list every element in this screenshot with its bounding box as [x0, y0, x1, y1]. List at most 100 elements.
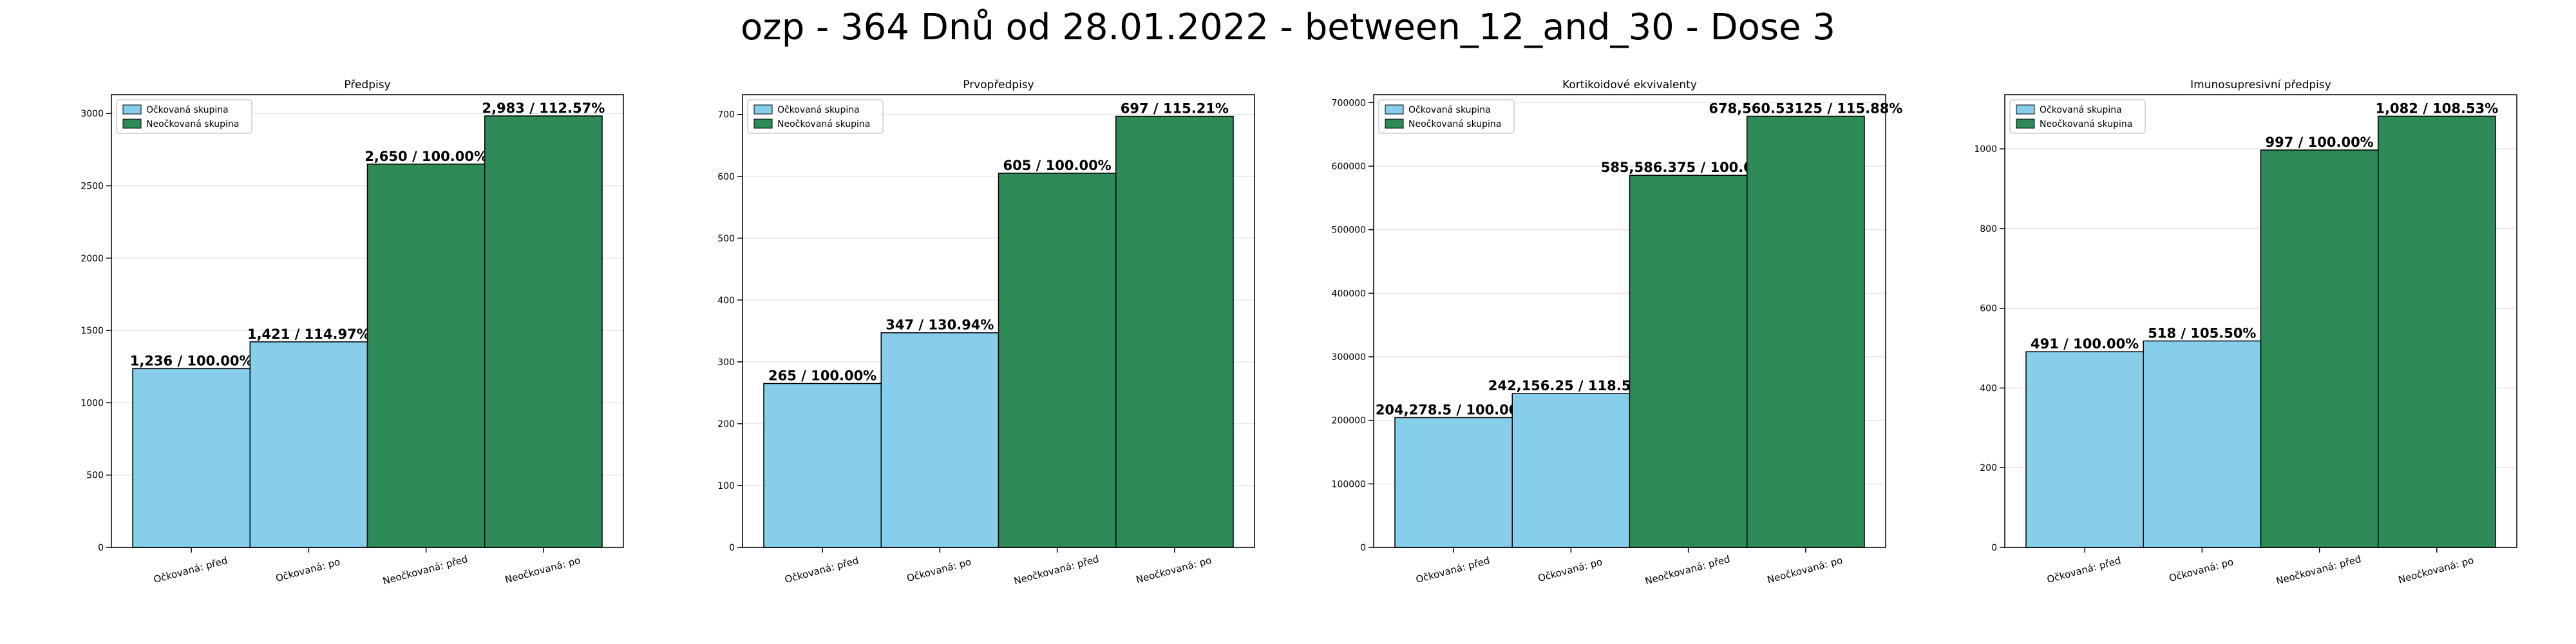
y-tick-label: 500: [86, 471, 104, 481]
y-tick-label: 400: [717, 296, 735, 306]
bar-vaccinated: [880, 332, 999, 548]
legend-swatch-unvaccinated: [122, 118, 142, 129]
legend: Očkovaná skupina Neočkovaná skupina: [2009, 99, 2146, 134]
x-tick-label: Neočkovaná: před: [381, 553, 469, 587]
bar-unvaccinated: [998, 173, 1117, 548]
y-tick-label: 500000: [1332, 225, 1366, 236]
plot-frame: [1373, 94, 1886, 548]
legend-box: [2009, 99, 2146, 134]
y-tick-label: 200000: [1332, 416, 1366, 426]
y-tick-label: 800: [1980, 224, 1997, 234]
bar-value-label: 1,236 / 100.00%: [130, 353, 253, 368]
bar-value-label: 678,560.53125 / 115.88%: [1709, 100, 1902, 116]
legend-label-unvaccinated: Neočkovaná skupina: [146, 119, 239, 129]
y-tick-label: 200: [717, 419, 735, 430]
bar-vaccinated: [1511, 393, 1631, 548]
x-tick-label: Neočkovaná: před: [2275, 553, 2362, 587]
y-tick-label: 3000: [80, 109, 104, 119]
x-tick-label: Očkovaná: po: [2168, 556, 2235, 584]
legend-label-vaccinated: Očkovaná skupina: [777, 105, 860, 115]
y-tick-label: 0: [1360, 543, 1366, 553]
chart-title: Prvopředpisy: [963, 79, 1034, 91]
bar-unvaccinated: [366, 164, 486, 548]
legend-label-vaccinated: Očkovaná skupina: [146, 105, 229, 115]
y-tick-label: 300: [717, 357, 735, 368]
legend-label-vaccinated: Očkovaná skupina: [2040, 105, 2122, 115]
y-tick-label: 400000: [1332, 289, 1366, 299]
legend: Očkovaná skupina Neočkovaná skupina: [747, 99, 884, 134]
legend-swatch-vaccinated: [122, 104, 142, 115]
y-tick-label: 0: [1991, 543, 1997, 553]
bar-value-label: 997 / 100.00%: [2266, 135, 2374, 150]
y-tick-label: 500: [717, 234, 735, 244]
x-tick-label: Neočkovaná: po: [2397, 554, 2475, 586]
y-tick-label: 0: [729, 543, 735, 553]
bar-vaccinated: [763, 383, 882, 548]
bar-unvaccinated: [1747, 115, 1865, 548]
bar-value-label: 2,650 / 100.00%: [365, 149, 488, 164]
y-tick-label: 700000: [1332, 98, 1366, 108]
legend-swatch-unvaccinated: [1385, 118, 1404, 129]
x-tick-label: Neočkovaná: po: [1135, 554, 1213, 586]
bar-vaccinated: [132, 368, 251, 548]
y-tick-label: 600000: [1332, 162, 1366, 172]
bar-value-label: 204,278.5 / 100.00%: [1376, 402, 1532, 417]
chart-title: Imunosupresivní předpisy: [2190, 79, 2331, 91]
legend-swatch-vaccinated: [2016, 104, 2035, 115]
x-tick-label: Neočkovaná: před: [1643, 553, 1731, 587]
x-tick-label: Očkovaná: po: [1537, 556, 1604, 584]
chart-panel-1: Předpisy 0 500 1000 1500 2000 2500 3000 1,236 / …: [80, 79, 624, 587]
legend-swatch-vaccinated: [1385, 104, 1404, 115]
legend: Očkovaná skupina Neočkovaná skupina: [116, 99, 252, 134]
legend-swatch-vaccinated: [753, 104, 773, 115]
y-tick-label: 2500: [80, 181, 104, 191]
bar-value-label: 491 / 100.00%: [2031, 336, 2139, 352]
plot-frame: [111, 94, 624, 548]
x-tick-label: Očkovaná: před: [783, 554, 860, 585]
bar-unvaccinated: [1115, 115, 1234, 548]
legend-label-unvaccinated: Neočkovaná skupina: [1408, 119, 1501, 129]
legend-label-vaccinated: Očkovaná skupina: [1408, 105, 1491, 115]
bar-value-label: 605 / 100.00%: [1003, 158, 1112, 173]
bar-vaccinated: [1394, 417, 1513, 548]
y-tick-label: 1500: [80, 326, 104, 336]
bar-unvaccinated: [2378, 115, 2496, 548]
bar-value-label: 242,156.25 / 118.54%: [1488, 378, 1654, 393]
y-tick-label: 200: [1980, 463, 1997, 473]
bar-unvaccinated: [1629, 175, 1748, 548]
chart-title: Kortikoidové ekvivalenty: [1562, 79, 1697, 91]
y-tick-label: 400: [1980, 383, 1997, 393]
chart-panel-3: Kortikoidové ekvivalenty 0 100000 200000 300…: [1332, 79, 1903, 587]
bar-unvaccinated: [484, 115, 603, 548]
legend-swatch-unvaccinated: [753, 118, 773, 129]
y-tick-label: 600: [1980, 304, 1997, 314]
plot-frame: [2004, 94, 2517, 548]
legend-label-unvaccinated: Neočkovaná skupina: [2040, 119, 2132, 129]
y-tick-label: 600: [717, 172, 735, 182]
bar-value-label: 697 / 115.21%: [1121, 101, 1229, 117]
y-tick-label: 300000: [1332, 352, 1366, 363]
bar-value-label: 2,983 / 112.57%: [482, 100, 605, 116]
bar-vaccinated: [249, 341, 368, 548]
bar-value-label: 1,082 / 108.53%: [2375, 100, 2498, 116]
x-tick-label: Neočkovaná: po: [504, 554, 582, 586]
x-tick-label: Očkovaná: po: [274, 556, 341, 584]
x-tick-label: Očkovaná: před: [152, 554, 229, 585]
bar-unvaccinated: [2260, 149, 2379, 548]
y-tick-label: 0: [98, 543, 104, 553]
y-tick-label: 1000: [80, 398, 104, 408]
chart-panel-4: Imunosupresivní předpisy 0 200 400 600 800 100…: [1974, 79, 2517, 587]
bar-vaccinated: [2025, 351, 2144, 548]
bar-value-label: 265 / 100.00%: [768, 368, 876, 383]
legend: Očkovaná skupina Neočkovaná skupina: [1378, 99, 1515, 134]
chart-panel-2: Prvopředpisy 0 100 200 300 400 500 600 700 265 / …: [717, 79, 1255, 587]
x-tick-label: Očkovaná: před: [2045, 554, 2122, 585]
bar-vaccinated: [2143, 340, 2262, 548]
x-tick-label: Očkovaná: po: [905, 556, 972, 584]
y-tick-label: 2000: [80, 254, 104, 264]
x-tick-label: Neočkovaná: po: [1766, 554, 1844, 586]
x-tick-label: Neočkovaná: před: [1012, 553, 1100, 587]
legend-swatch-unvaccinated: [2016, 118, 2035, 129]
bar-value-label: 518 / 105.50%: [2148, 325, 2256, 341]
